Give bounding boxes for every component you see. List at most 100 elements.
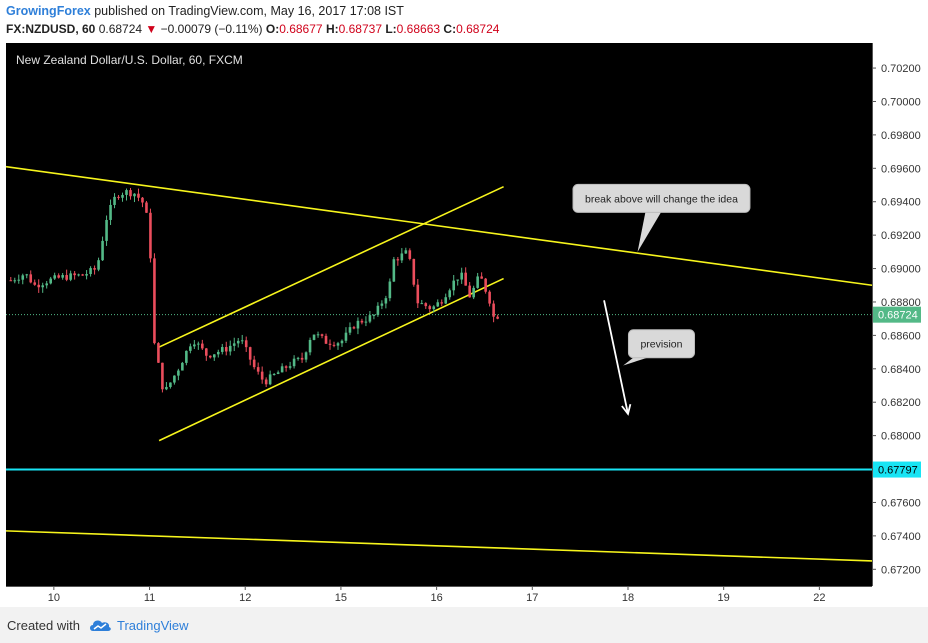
candle-body: [300, 357, 304, 360]
low-value: 0.68663: [396, 22, 441, 36]
price-chart[interactable]: 0.70200 0.70000 0.69800 0.69600 0.69400 0.692…: [5, 43, 922, 605]
support-price-tag-bg: [873, 461, 921, 478]
candle-body: [276, 372, 280, 375]
candle-body: [25, 274, 29, 276]
y-tick-label: 0.70000: [881, 96, 921, 108]
candle-body: [352, 327, 356, 329]
candle-body: [81, 274, 84, 276]
callout-prevision: prevision: [623, 329, 695, 366]
candle-body: [244, 340, 248, 348]
candle-body: [284, 366, 288, 368]
candle-body: [216, 351, 220, 355]
candle-body: [45, 283, 48, 286]
candle-body: [468, 285, 471, 298]
candle-body: [320, 334, 324, 336]
chart-header: GrowingForex published on TradingView.co…: [0, 0, 928, 40]
candle-body: [472, 287, 475, 298]
y-tick-label: 0.70200: [881, 63, 921, 75]
candle-body: [193, 344, 196, 347]
y-tick-label: 0.68000: [881, 431, 921, 443]
low-label: L:: [385, 22, 397, 36]
candle-body: [228, 345, 232, 352]
candle-body: [496, 316, 499, 319]
candle-body: [49, 278, 52, 284]
candle-body: [420, 303, 424, 305]
candle-body: [356, 320, 360, 329]
y-tick-label: 0.68400: [881, 364, 921, 376]
candle-body: [97, 260, 100, 270]
candle-body: [280, 366, 284, 373]
x-tick-label: 19: [718, 592, 730, 604]
y-axis-panel: [872, 43, 922, 605]
author-link[interactable]: GrowingForex: [6, 4, 91, 18]
candle-body: [488, 291, 491, 304]
candle-body: [464, 272, 467, 286]
change-down-icon: ▼: [145, 22, 158, 36]
candle-body: [412, 258, 416, 285]
callout-tail: [637, 211, 662, 252]
candle-body: [392, 259, 396, 282]
open-label: O:: [265, 22, 280, 36]
candle-body: [368, 315, 372, 322]
trendline: [158, 185, 504, 348]
close-label: C:: [443, 22, 457, 36]
candle-body: [324, 335, 328, 344]
forecast-arrow: [603, 300, 629, 415]
x-tick-label: 17: [526, 592, 538, 604]
candle-body: [224, 347, 228, 352]
candle-body: [484, 278, 487, 292]
candle-body: [129, 190, 132, 197]
candle-body: [141, 197, 144, 203]
candle-body: [161, 362, 164, 390]
x-tick-label: 22: [813, 592, 825, 604]
candle-body: [288, 366, 292, 368]
candle-body: [113, 196, 116, 205]
candle-body: [13, 280, 17, 282]
candle-body: [133, 193, 136, 197]
candle-body: [41, 285, 45, 288]
candle-body: [432, 306, 436, 310]
candle-body: [73, 273, 76, 276]
chart-area[interactable]: 0.70200 0.70000 0.69800 0.69600 0.69400 0.692…: [5, 43, 922, 605]
candle-body: [448, 290, 452, 298]
candle-body: [197, 343, 200, 345]
x-tick-label: 11: [144, 592, 155, 604]
last-price-tag: 0.68724: [878, 310, 918, 322]
tradingview-link[interactable]: TradingView: [117, 618, 189, 633]
candle-body: [456, 279, 459, 281]
candle-body: [185, 350, 188, 363]
candle-body: [312, 334, 316, 340]
candle-body: [37, 284, 41, 288]
candle-body: [232, 343, 236, 346]
candle-body: [436, 302, 440, 307]
candle-body: [145, 202, 148, 213]
candle-body: [332, 344, 336, 346]
publish-line: GrowingForex published on TradingView.co…: [6, 4, 404, 18]
candle-body: [61, 275, 64, 278]
callout-text: prevision: [640, 339, 682, 351]
candle-body: [29, 274, 33, 283]
candle-body: [173, 375, 176, 383]
candle-body: [169, 382, 172, 387]
candle-body: [248, 347, 252, 360]
candle-body: [376, 305, 380, 315]
tradingview-cloud-icon: [90, 620, 111, 631]
y-tick-label: 0.67200: [881, 564, 921, 576]
publish-info: published on TradingView.com, May 16, 20…: [94, 4, 404, 18]
candle-body: [476, 276, 479, 288]
trendline: [158, 277, 504, 442]
callout-box: [572, 183, 751, 213]
candle-body: [189, 346, 192, 351]
candle-body: [240, 340, 244, 342]
callout-tail: [623, 356, 651, 366]
candle-body: [101, 240, 104, 261]
candle-body: [372, 314, 376, 316]
callout-text: break above will change the idea: [585, 193, 738, 205]
candle-body: [348, 327, 352, 333]
candle-body: [77, 274, 80, 276]
candle-body: [125, 190, 128, 195]
candle-body: [396, 259, 400, 261]
forecast-arrow-head: [621, 403, 632, 416]
candle-body: [444, 297, 448, 304]
support-price-tag: 0.67797: [878, 465, 918, 477]
